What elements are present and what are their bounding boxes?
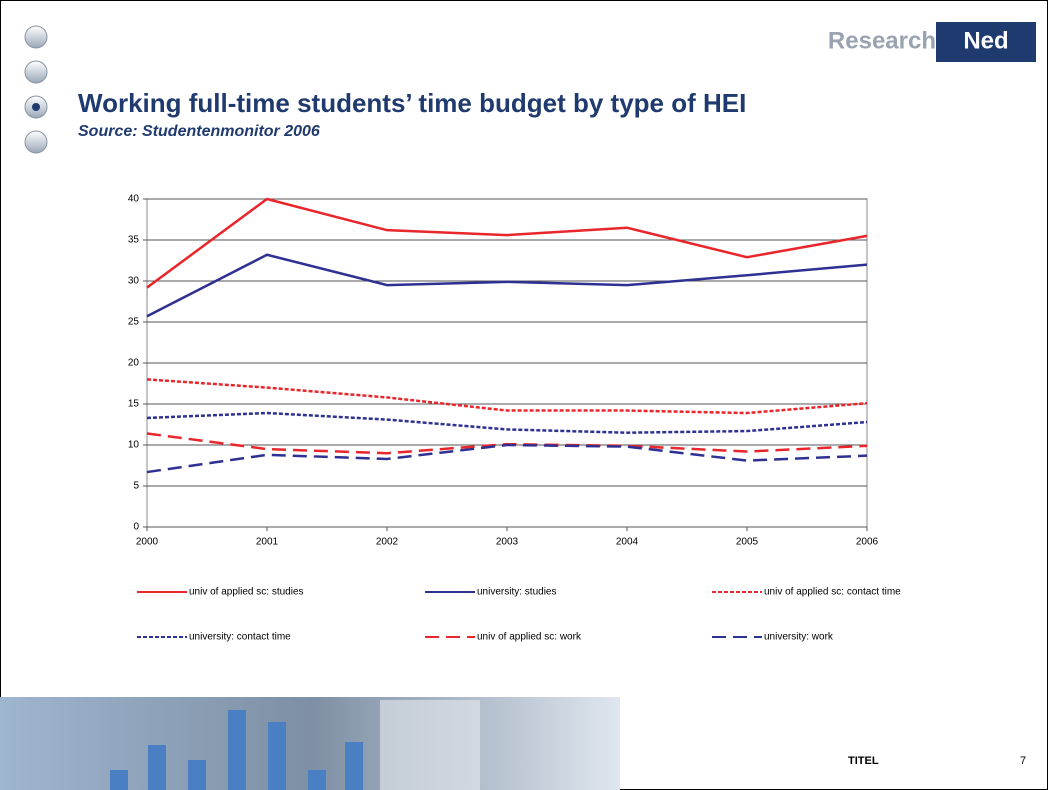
series-line bbox=[146, 197, 868, 289]
series-line bbox=[146, 253, 868, 318]
y-tick-label: 25 bbox=[128, 317, 140, 328]
y-tick-label: 15 bbox=[128, 399, 140, 410]
legend-label: univ of applied sc: contact time bbox=[764, 587, 901, 598]
x-tick-label: 2003 bbox=[496, 537, 519, 548]
legend-label: univ of applied sc: studies bbox=[189, 587, 304, 598]
x-tick-label: 2001 bbox=[256, 537, 279, 548]
series-line bbox=[146, 411, 868, 434]
chart-subtitle: Source: Studentenmonitor 2006 bbox=[78, 123, 320, 140]
legend-label: univ of applied sc: work bbox=[477, 632, 582, 643]
logo-box bbox=[936, 22, 1036, 62]
footer-photo bbox=[0, 697, 620, 790]
x-tick-label: 2002 bbox=[376, 537, 399, 548]
legend-label: university: studies bbox=[477, 587, 556, 598]
legend-label: university: contact time bbox=[189, 632, 291, 643]
x-tick-label: 2004 bbox=[616, 537, 639, 548]
y-tick-label: 10 bbox=[128, 440, 140, 451]
series-line bbox=[146, 443, 868, 474]
y-tick-label: 35 bbox=[128, 235, 140, 246]
chart-title: Working full-time students’ time budget … bbox=[78, 88, 746, 118]
y-tick-label: 5 bbox=[133, 481, 139, 492]
legend-label: university: work bbox=[764, 632, 834, 643]
nav-buttons bbox=[24, 25, 48, 154]
y-tick-label: 40 bbox=[128, 194, 140, 205]
logo-left: Research bbox=[828, 27, 936, 54]
y-tick-label: 0 bbox=[133, 522, 139, 533]
series-line bbox=[146, 378, 868, 415]
logo-right: Ned bbox=[963, 27, 1008, 54]
x-tick-label: 2006 bbox=[856, 537, 879, 548]
x-tick-label: 2000 bbox=[136, 537, 159, 548]
page-number: 7 bbox=[1020, 755, 1026, 767]
y-tick-label: 20 bbox=[128, 358, 140, 369]
y-tick-label: 30 bbox=[128, 276, 140, 287]
footer-label: TITEL bbox=[848, 755, 879, 767]
x-tick-label: 2005 bbox=[736, 537, 759, 548]
